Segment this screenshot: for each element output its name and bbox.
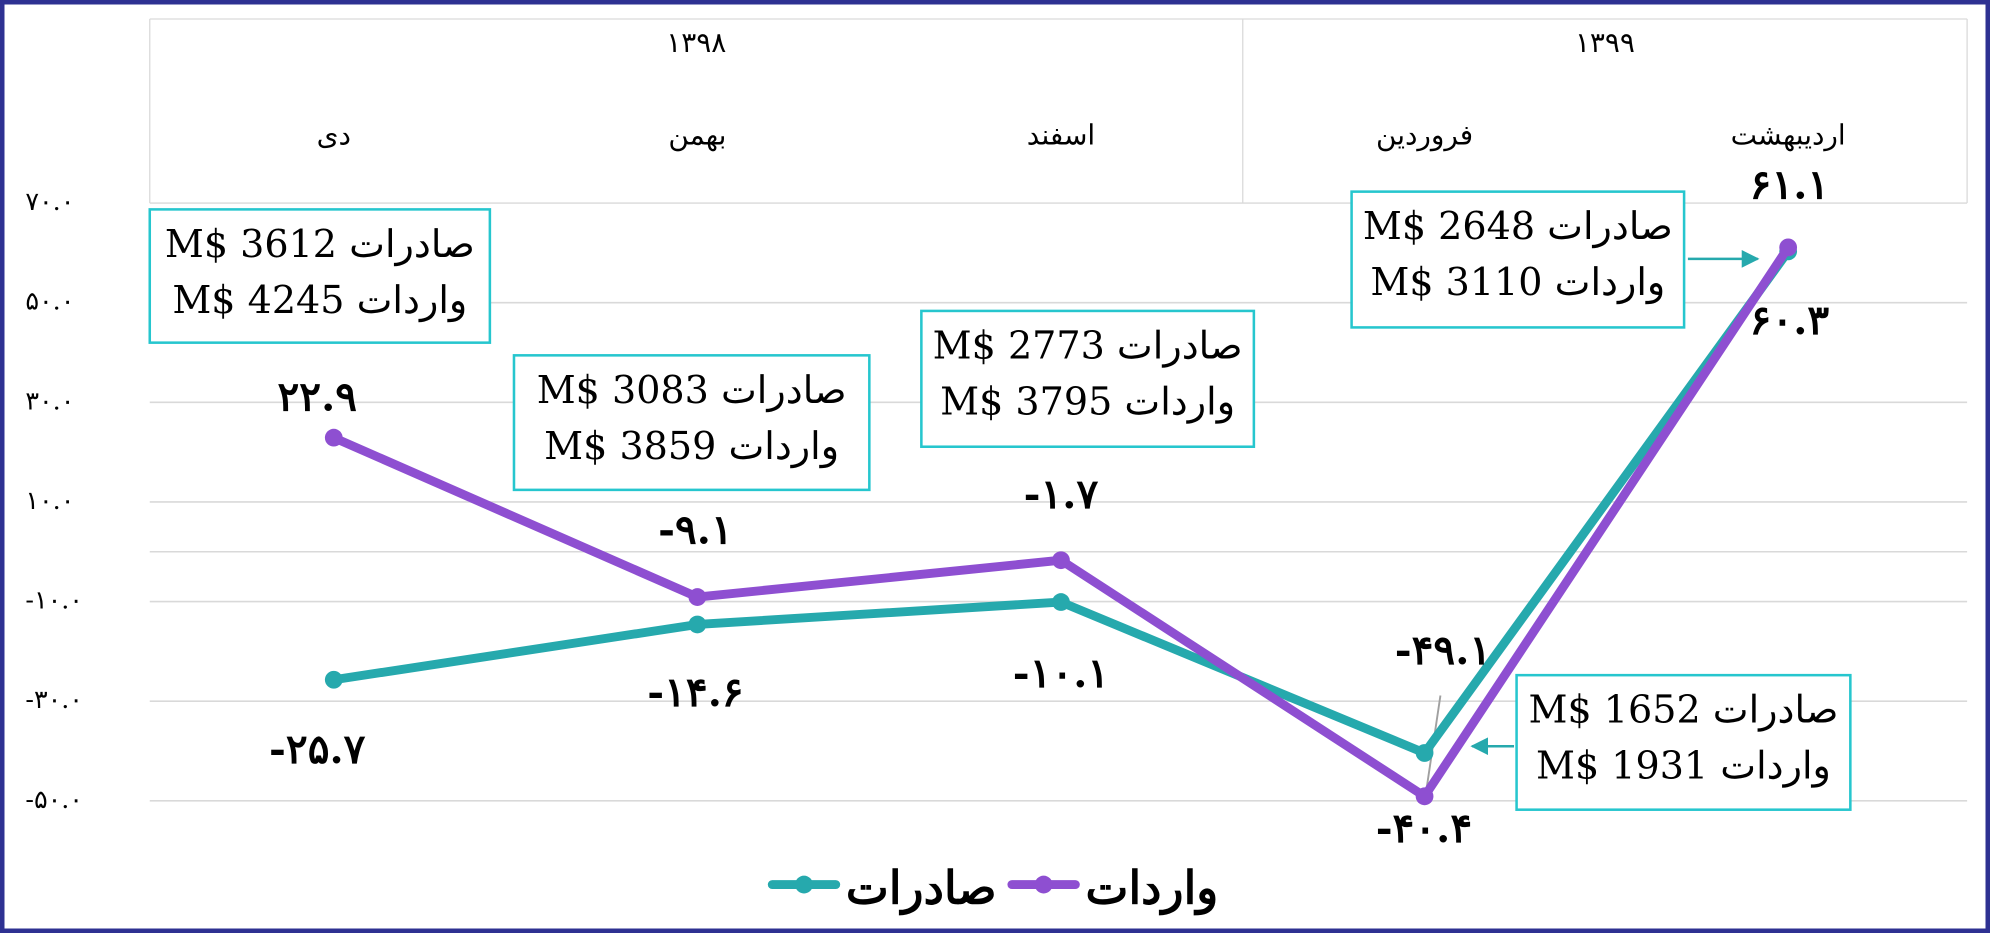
annotation-text: M$ 3612 صادرات [165,222,475,267]
data-label: -۴۰.۴ [1376,804,1472,852]
point [1052,593,1070,611]
x-tick-label: اردیبهشت [1731,119,1846,152]
plot: ۱۳۹۸ ۱۳۹۹ دی بهمن اسفند فروردین اردیبهشت ۷۰.۰ ۵۰… [25,18,1968,916]
data-label: ۶۰.۳ [1750,296,1830,344]
annotation-box [920,309,1256,448]
annotation-text: M$ 1931 واردات [1536,744,1831,789]
annotation-text: M$ 3859 واردات [544,424,839,469]
data-label: ۶۱.۱ [1750,160,1830,208]
data-label: -۱.۷ [1024,470,1099,518]
data-label: -۱۰.۱ [1013,649,1109,697]
category-group-label: ۱۳۹۸ [666,26,726,59]
point [1415,744,1434,762]
point [1779,238,1798,257]
legend-swatch [795,875,813,894]
y-tick-label: -۱۰.۰ [25,585,83,615]
x-tick-label: دی [317,119,351,152]
point [1052,551,1070,570]
legend-swatch [1034,875,1053,894]
data-label: -۹.۱ [658,506,733,554]
point [688,615,707,634]
x-tick-label: بهمن [668,119,726,152]
annotation-box [148,208,492,344]
point [688,588,707,606]
legend-label: صادرات [846,861,997,916]
category-group-label: ۱۳۹۹ [1575,26,1635,59]
annotation-text: M$ 4245 واردات [172,278,467,323]
y-tick-label: ۳۰.۰ [25,385,74,415]
annotation-text: M$ 2648 صادرات [1363,204,1673,249]
annotation-text: M$ 3795 واردات [940,379,1235,424]
y-tick-label: ۵۰.۰ [25,286,74,316]
point [324,670,343,689]
legend-label: واردات [1086,861,1219,916]
annotation-text: M$ 3110 واردات [1370,260,1665,305]
data-label: -۱۴.۶ [647,668,743,716]
annotation-text: M$ 1652 صادرات [1529,688,1839,733]
data-label: -۴۹.۱ [1395,626,1491,674]
point [324,428,343,447]
annotation-box [512,354,871,492]
data-label: -۲۵.۷ [269,725,366,773]
annotation-box [1515,673,1852,811]
y-tick-label: ۱۰.۰ [25,485,74,515]
x-tick-label: اسفند [1027,119,1095,152]
y-tick-label: ۷۰.۰ [25,186,74,216]
annotation-text: M$ 3083 صادرات [537,368,847,413]
x-tick-label: فروردین [1376,119,1473,152]
y-tick-label: -۳۰.۰ [25,684,83,714]
y-tick-label: -۵۰.۰ [25,784,83,814]
point [1415,787,1434,806]
data-label: ۲۲.۹ [277,372,357,420]
annotation-box [1350,190,1686,329]
annotation-text: M$ 2773 صادرات [933,324,1243,369]
